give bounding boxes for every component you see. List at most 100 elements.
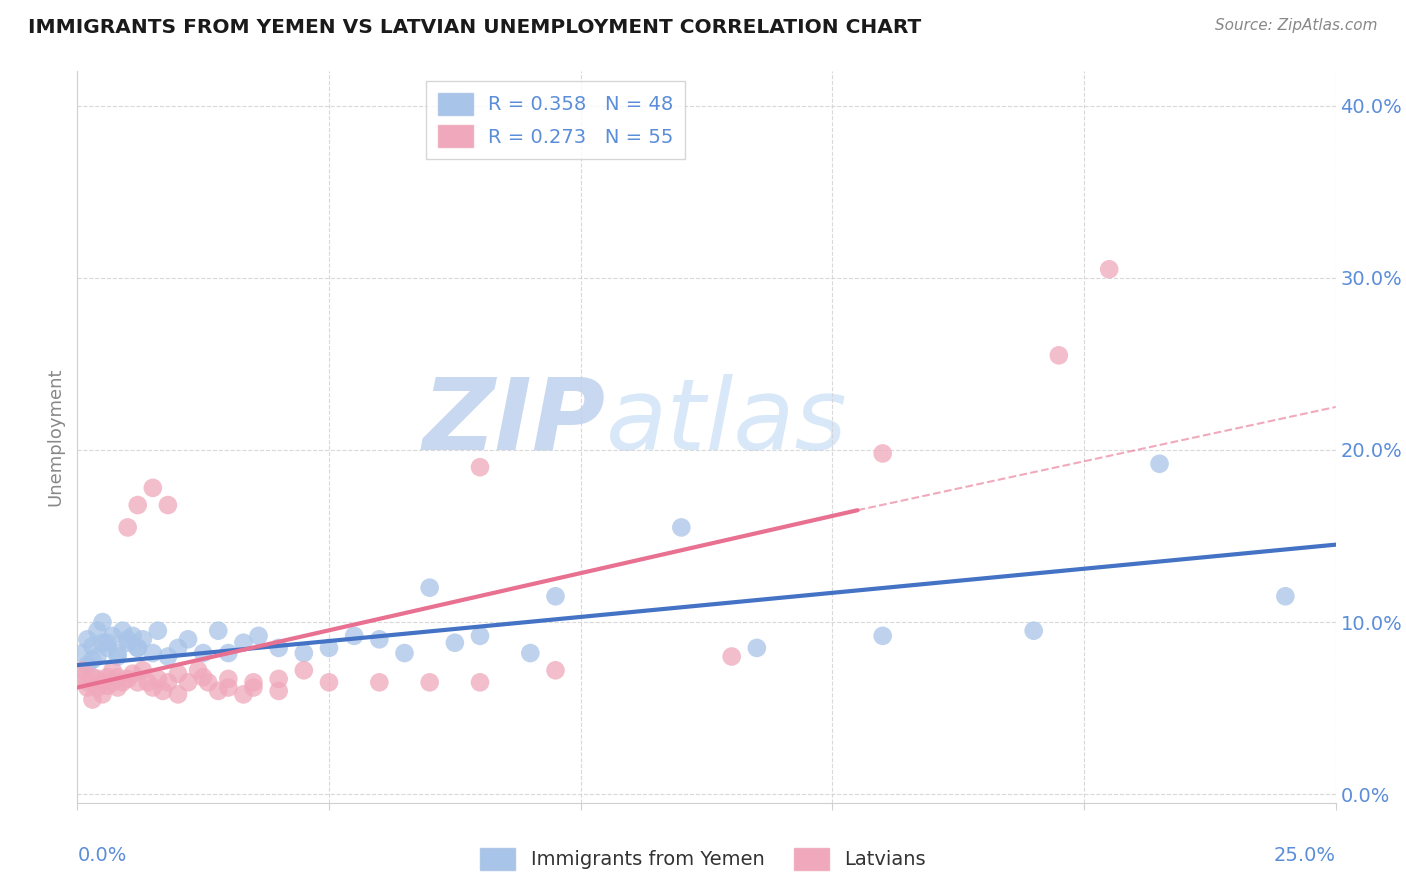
Point <box>96 679 118 693</box>
Point <box>136 675 159 690</box>
Point <box>394 646 416 660</box>
Point <box>72 663 94 677</box>
Point <box>177 675 200 690</box>
Point <box>132 632 155 647</box>
Point <box>101 629 124 643</box>
Point <box>127 640 149 655</box>
Point <box>111 624 134 638</box>
Point <box>96 636 118 650</box>
Point <box>107 670 129 684</box>
Point <box>127 675 149 690</box>
Point <box>167 666 190 681</box>
Text: Source: ZipAtlas.com: Source: ZipAtlas.com <box>1215 18 1378 33</box>
Point <box>82 692 104 706</box>
Point <box>167 687 190 701</box>
Legend: R = 0.358   N = 48, R = 0.273   N = 55: R = 0.358 N = 48, R = 0.273 N = 55 <box>426 81 685 159</box>
Point <box>1274 589 1296 603</box>
Point <box>117 636 139 650</box>
Point <box>368 632 391 647</box>
Point <box>247 629 270 643</box>
Point <box>207 624 229 638</box>
Point <box>91 675 114 690</box>
Point <box>1149 457 1171 471</box>
Point <box>318 675 340 690</box>
Point <box>419 675 441 690</box>
Point <box>82 670 104 684</box>
Point <box>191 670 215 684</box>
Point <box>142 646 165 660</box>
Point <box>232 687 254 701</box>
Point <box>720 649 742 664</box>
Point <box>217 681 239 695</box>
Point <box>127 498 149 512</box>
Point <box>872 446 894 460</box>
Point <box>96 640 118 655</box>
Text: 25.0%: 25.0% <box>1274 846 1336 865</box>
Point <box>191 646 215 660</box>
Point <box>107 681 129 695</box>
Y-axis label: Unemployment: Unemployment <box>46 368 65 507</box>
Point <box>1047 348 1070 362</box>
Point <box>292 646 315 660</box>
Point <box>86 624 108 638</box>
Point <box>318 640 340 655</box>
Point <box>76 658 98 673</box>
Point <box>1022 624 1045 638</box>
Point <box>76 632 98 647</box>
Point <box>132 663 155 677</box>
Point <box>242 681 264 695</box>
Point <box>82 639 104 653</box>
Point <box>167 640 190 655</box>
Point <box>72 670 94 684</box>
Point <box>444 636 467 650</box>
Point <box>468 460 491 475</box>
Point <box>101 675 124 690</box>
Point <box>671 520 693 534</box>
Point <box>76 681 98 695</box>
Point <box>267 684 290 698</box>
Point <box>86 681 108 695</box>
Point <box>91 687 114 701</box>
Point <box>91 636 114 650</box>
Point <box>107 649 129 664</box>
Point <box>117 632 139 647</box>
Point <box>101 663 124 677</box>
Point <box>86 649 108 664</box>
Point <box>232 636 254 650</box>
Point <box>107 646 129 660</box>
Point <box>117 520 139 534</box>
Point <box>267 640 290 655</box>
Point <box>121 666 143 681</box>
Point <box>156 649 179 664</box>
Point <box>468 675 491 690</box>
Point <box>468 629 491 643</box>
Legend: Immigrants from Yemen, Latvians: Immigrants from Yemen, Latvians <box>472 839 934 878</box>
Point <box>96 670 118 684</box>
Point <box>217 672 239 686</box>
Point <box>127 640 149 655</box>
Point <box>267 672 290 686</box>
Point <box>156 675 179 690</box>
Point <box>146 672 169 686</box>
Point <box>177 632 200 647</box>
Point <box>872 629 894 643</box>
Point <box>544 589 567 603</box>
Point <box>242 675 264 690</box>
Point <box>121 629 143 643</box>
Point <box>544 663 567 677</box>
Point <box>1098 262 1121 277</box>
Point <box>76 675 98 690</box>
Point <box>117 672 139 686</box>
Point <box>72 646 94 660</box>
Point <box>368 675 391 690</box>
Point <box>91 615 114 629</box>
Point <box>82 653 104 667</box>
Point <box>745 640 768 655</box>
Point <box>197 675 219 690</box>
Point <box>343 629 366 643</box>
Point <box>111 675 134 690</box>
Point <box>152 684 174 698</box>
Point <box>156 498 179 512</box>
Point <box>217 646 239 660</box>
Point <box>86 672 108 686</box>
